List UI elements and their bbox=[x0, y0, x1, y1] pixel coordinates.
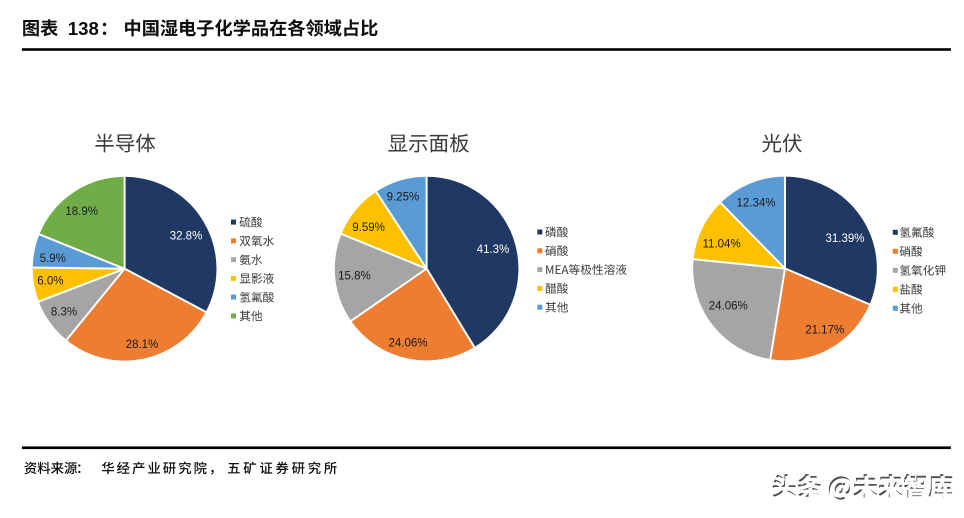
svg-text:5.9%: 5.9% bbox=[40, 253, 66, 265]
svg-text:41.3%: 41.3% bbox=[477, 244, 510, 256]
svg-text:31.39%: 31.39% bbox=[825, 233, 864, 245]
svg-text:32.8%: 32.8% bbox=[170, 231, 203, 243]
svg-text:24.06%: 24.06% bbox=[709, 300, 748, 312]
svg-text:12.34%: 12.34% bbox=[736, 197, 775, 209]
svg-text:28.1%: 28.1% bbox=[126, 339, 159, 351]
svg-text:9.25%: 9.25% bbox=[387, 192, 420, 204]
svg-text:8.3%: 8.3% bbox=[51, 307, 77, 319]
svg-text:15.8%: 15.8% bbox=[338, 270, 371, 282]
svg-text:21.17%: 21.17% bbox=[805, 325, 844, 337]
svg-text:24.06%: 24.06% bbox=[388, 338, 427, 350]
svg-text:18.9%: 18.9% bbox=[65, 206, 98, 218]
svg-text:138: 138 bbox=[68, 18, 99, 39]
svg-text:6.0%: 6.0% bbox=[37, 276, 63, 288]
svg-text:9.59%: 9.59% bbox=[352, 222, 385, 234]
svg-text:11.04%: 11.04% bbox=[703, 239, 741, 251]
